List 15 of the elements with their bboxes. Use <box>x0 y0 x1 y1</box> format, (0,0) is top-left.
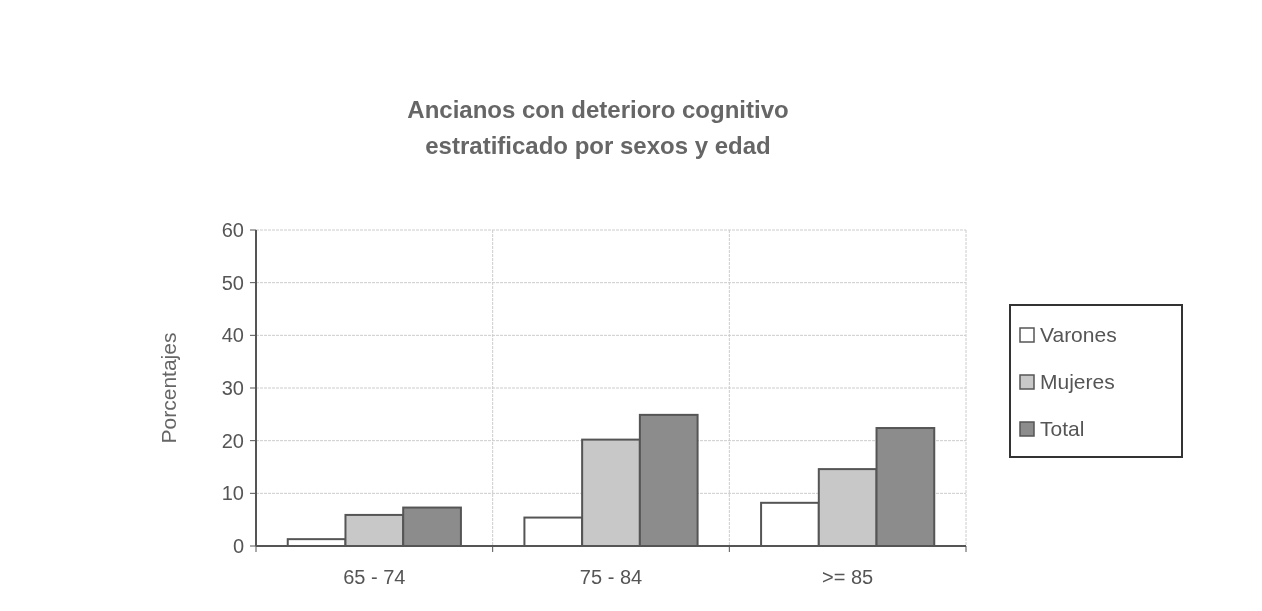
y-tick-label: 0 <box>232 535 244 557</box>
y-axis-title: Porcentajes <box>157 332 180 444</box>
x-tick-label: 65 - 74 <box>343 566 406 588</box>
y-tick-label: 50 <box>221 271 244 294</box>
legend-label: Varones <box>1040 323 1117 347</box>
legend-label: Mujeres <box>1040 370 1115 394</box>
legend-label: Total <box>1040 417 1085 441</box>
y-tick-label: 60 <box>221 219 244 241</box>
x-tick-label: >= 85 <box>822 566 874 588</box>
y-tick-label: 10 <box>221 482 244 505</box>
y-tick-label: 20 <box>221 429 244 452</box>
y-tick-label: 30 <box>221 377 244 399</box>
x-tick-label: 75 - 84 <box>579 566 643 588</box>
chart-title: Ancianos con deterioro cognitivo estratificado por sexos y edad <box>407 96 789 159</box>
y-tick-label: 40 <box>221 324 244 347</box>
